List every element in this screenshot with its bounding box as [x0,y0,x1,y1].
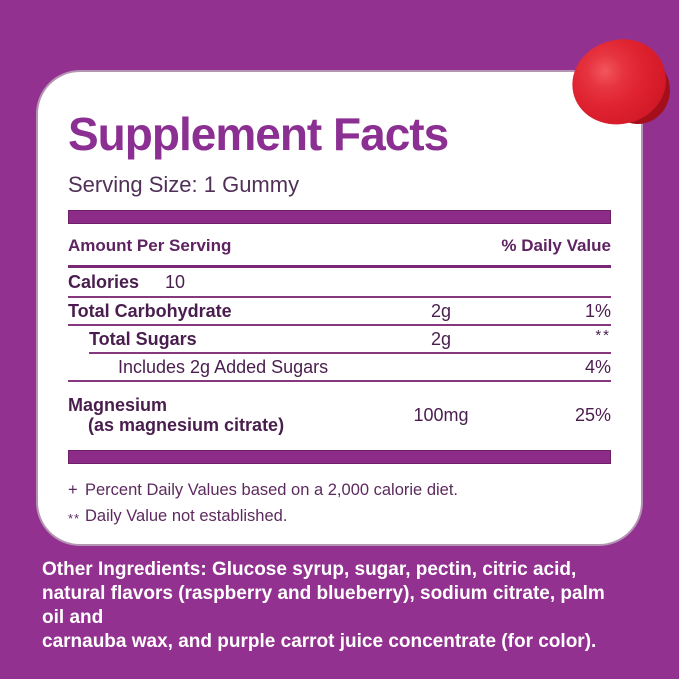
nutrient-name: Total Sugars [89,328,197,349]
supplement-facts-panel: Supplement Facts Serving Size: 1 Gummy A… [36,70,643,546]
other-ingredients-label: Other Ingredients: [42,559,207,580]
footnote-daily-values: + Percent Daily Values based on a 2,000 … [68,477,611,503]
ingredients-line-1: Other Ingredients: Glucose syrup, sugar,… [42,558,622,582]
divider-bar-bottom [68,450,611,464]
footnote-text: Percent Daily Values based on a 2,000 ca… [85,481,459,499]
table-row-calories: Calories 10 [68,268,611,298]
table-row-added-sugars: Includes 2g Added Sugars 4% [68,354,611,382]
table-header-row: Amount Per Serving % Daily Value [68,224,611,268]
table-row-total-sugars: Total Sugars 2g ** [89,326,611,354]
ingredients-line-3: carnauba wax, and purple carrot juice co… [42,631,597,652]
nutrient-name: Includes 2g Added Sugars [118,356,329,377]
divider-bar-top [68,210,611,224]
ingredients-line-2: natural flavors (raspberry and blueberry… [42,583,605,628]
serving-size-text: Serving Size: 1 Gummy [68,172,300,197]
nutrient-daily-value: ** [595,326,611,344]
magnesium-source-label: (as magnesium citrate) [88,415,285,435]
nutrient-name: Total Carbohydrate [68,300,232,321]
footnotes: + Percent Daily Values based on a 2,000 … [68,477,611,532]
ingredients-line-1-rest: Glucose syrup, sugar, pectin, citric aci… [206,559,577,580]
nutrient-amount: 2g [430,328,452,349]
asterisks-marker: ** [68,511,81,526]
nutrient-amount: 2g [430,300,452,321]
nutrient-amount: 100mg [413,404,469,425]
nutrient-daily-value: 1% [584,300,611,321]
footnote-not-established: ** Daily Value not established. [68,503,611,532]
other-ingredients-text: Other Ingredients: Glucose syrup, sugar,… [42,558,622,654]
nutrient-daily-value: 4% [584,356,611,377]
daily-value-label: % Daily Value [501,236,611,255]
table-row-magnesium: Magnesium (as magnesium citrate) 100mg 2… [68,382,611,448]
plus-marker: + [68,481,78,499]
table-row-total-carbohydrate: Total Carbohydrate 2g 1% [68,298,611,326]
panel-title: Supplement Facts [68,108,449,160]
nutrient-name: Magnesium (as magnesium citrate) [68,395,361,435]
red-gummy-icon [564,31,674,133]
amount-per-serving-label: Amount Per Serving [68,236,232,255]
calories-label: Calories [68,271,140,292]
gummy-body [564,31,674,133]
magnesium-label: Magnesium [68,395,168,415]
footnote-text: Daily Value not established. [85,507,288,525]
nutrient-daily-value: 25% [574,404,611,425]
calories-value: 10 [165,271,186,292]
